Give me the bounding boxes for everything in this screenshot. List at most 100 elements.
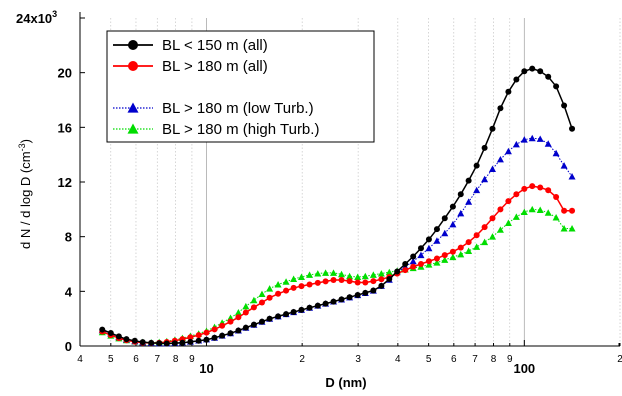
legend-marker	[128, 61, 138, 71]
data-point	[250, 296, 258, 304]
legend-label: BL > 180 m (high Turb.)	[162, 121, 319, 138]
data-point	[306, 281, 313, 288]
data-point	[473, 232, 480, 239]
x-axis-title: D (nm)	[325, 375, 366, 390]
data-point	[465, 247, 473, 254]
data-point	[346, 278, 353, 285]
data-point	[322, 300, 329, 307]
data-point	[274, 281, 282, 288]
data-point	[457, 250, 465, 258]
data-point	[529, 183, 536, 190]
data-point	[275, 313, 282, 320]
y-tick-label: 4	[65, 284, 73, 299]
data-point	[473, 162, 480, 169]
data-point	[139, 339, 146, 346]
data-point	[441, 229, 449, 237]
series-line	[102, 208, 573, 343]
data-point	[290, 308, 297, 315]
data-point	[537, 68, 544, 75]
x-tick-label: 4	[395, 354, 401, 365]
data-point	[179, 339, 186, 346]
data-point	[266, 315, 273, 322]
data-point	[536, 206, 544, 213]
data-point	[417, 261, 424, 267]
data-point	[385, 268, 393, 276]
data-point	[354, 279, 361, 286]
data-point	[369, 271, 377, 278]
data-point	[195, 332, 202, 339]
data-point	[171, 340, 178, 347]
data-point	[449, 203, 456, 210]
legend-label: BL < 150 m (all)	[162, 37, 268, 54]
data-point	[266, 285, 274, 292]
data-point	[283, 311, 290, 318]
data-point	[314, 279, 321, 286]
x-tick-label: 8	[491, 354, 497, 365]
data-point	[560, 162, 568, 169]
data-point	[410, 253, 417, 260]
data-point	[338, 276, 345, 283]
data-point	[545, 187, 552, 194]
data-point	[370, 287, 377, 294]
data-point	[425, 261, 433, 268]
data-point	[512, 140, 520, 148]
data-point	[457, 209, 465, 217]
data-point	[258, 299, 265, 306]
x-tick-label: 10	[199, 361, 213, 376]
data-point	[410, 263, 417, 270]
data-point	[354, 292, 361, 299]
data-point	[131, 337, 138, 344]
data-point	[107, 330, 114, 337]
data-point	[123, 336, 130, 343]
data-point	[489, 125, 496, 132]
data-point	[521, 68, 528, 75]
data-point	[402, 267, 409, 274]
data-point	[488, 233, 496, 240]
data-point	[528, 205, 536, 213]
data-point	[545, 73, 552, 80]
data-point	[465, 239, 472, 246]
data-point	[290, 275, 298, 283]
data-point	[306, 304, 313, 311]
data-point	[156, 340, 163, 347]
label-layer: D (nm) d N / d log D (cm-3)	[17, 139, 367, 390]
data-point	[433, 255, 440, 262]
data-point	[481, 175, 489, 183]
data-point	[250, 321, 257, 328]
data-point	[234, 309, 242, 316]
data-point	[402, 261, 409, 267]
data-point	[520, 208, 528, 216]
data-point	[227, 330, 234, 337]
legend-label: BL > 180 m (low Turb.)	[162, 100, 314, 117]
data-point	[504, 219, 512, 226]
data-point	[275, 290, 282, 297]
data-point	[488, 165, 496, 172]
y-tick-label: 12	[58, 175, 72, 190]
data-point	[338, 270, 346, 278]
data-point	[496, 155, 504, 163]
data-point	[561, 102, 568, 109]
legend-entry: BL > 180 m (high Turb.)	[113, 121, 319, 138]
data-point	[417, 245, 424, 252]
data-point	[544, 209, 552, 216]
data-point	[465, 177, 472, 184]
data-point	[187, 334, 194, 341]
data-point	[457, 244, 464, 251]
data-point	[497, 206, 504, 213]
data-point	[425, 236, 432, 243]
data-point	[568, 224, 576, 232]
data-point	[568, 173, 576, 180]
data-point	[489, 215, 496, 222]
data-point	[314, 302, 321, 309]
data-point	[504, 147, 512, 155]
data-point	[473, 186, 481, 194]
data-point	[266, 294, 273, 301]
data-point	[425, 244, 433, 252]
x-tick-label: 5	[108, 354, 114, 365]
data-point	[386, 276, 393, 283]
data-point	[457, 191, 464, 198]
data-point	[553, 194, 560, 201]
data-point	[235, 327, 242, 334]
data-point	[338, 296, 345, 303]
data-point	[378, 276, 385, 283]
